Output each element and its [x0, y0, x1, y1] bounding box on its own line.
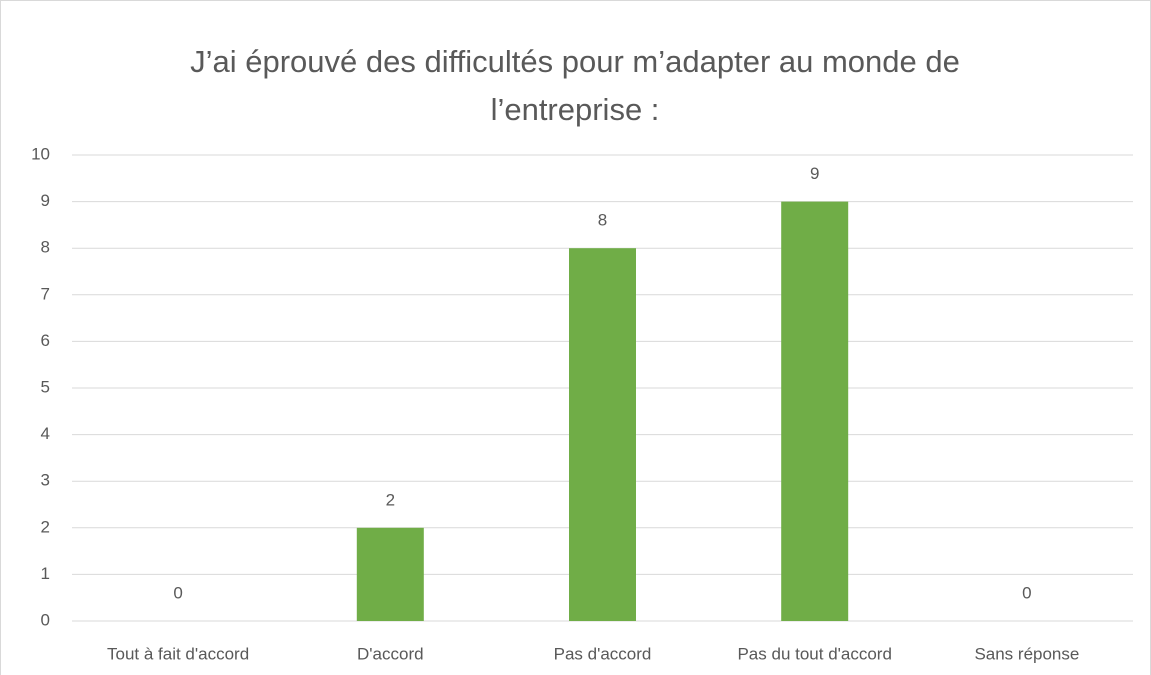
y-tick-label: 8: [41, 238, 50, 257]
y-tick-label: 7: [41, 284, 50, 303]
data-label: 9: [810, 164, 819, 183]
y-tick-label: 3: [41, 471, 50, 490]
x-tick-label: D'accord: [357, 644, 424, 663]
y-tick-label: 1: [41, 564, 50, 583]
y-tick-label: 2: [41, 517, 50, 536]
y-tick-label: 5: [41, 377, 50, 396]
y-tick-label: 10: [31, 144, 50, 163]
x-tick-label: Pas du tout d'accord: [737, 644, 891, 663]
chart-title: J’ai éprouvé des difficultés pour m’adap…: [190, 44, 960, 127]
bar: [781, 201, 849, 621]
data-label: 2: [386, 490, 395, 509]
y-tick-label: 0: [41, 610, 50, 629]
bar: [569, 248, 636, 621]
y-tick-label: 6: [41, 331, 50, 350]
x-tick-label: Pas d'accord: [554, 644, 652, 663]
x-tick-label: Sans réponse: [974, 644, 1079, 663]
y-tick-label: 4: [41, 424, 50, 443]
data-label: 0: [173, 583, 182, 602]
y-tick-label: 9: [41, 191, 50, 210]
bar: [356, 527, 424, 621]
data-label: 8: [598, 211, 607, 230]
x-tick-label: Tout à fait d'accord: [107, 644, 249, 663]
data-label: 0: [1022, 583, 1031, 602]
